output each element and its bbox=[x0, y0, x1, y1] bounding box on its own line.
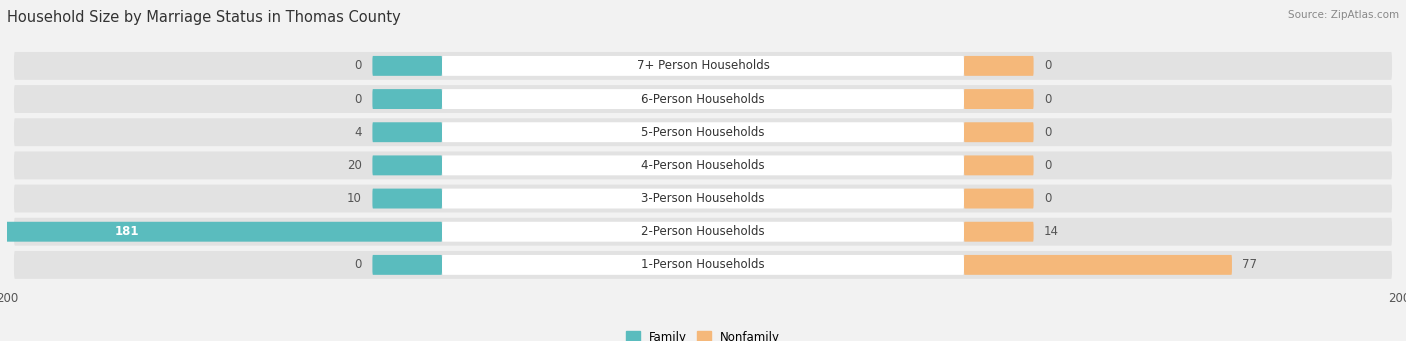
Text: 0: 0 bbox=[354, 59, 361, 72]
Text: 0: 0 bbox=[1045, 159, 1052, 172]
FancyBboxPatch shape bbox=[441, 222, 965, 242]
FancyBboxPatch shape bbox=[373, 189, 441, 208]
FancyBboxPatch shape bbox=[373, 255, 441, 275]
Text: 7+ Person Households: 7+ Person Households bbox=[637, 59, 769, 72]
FancyBboxPatch shape bbox=[14, 118, 1392, 146]
Text: 0: 0 bbox=[1045, 92, 1052, 106]
Text: 77: 77 bbox=[1243, 258, 1257, 271]
Text: 0: 0 bbox=[1045, 59, 1052, 72]
Text: 0: 0 bbox=[354, 92, 361, 106]
FancyBboxPatch shape bbox=[14, 85, 1392, 113]
FancyBboxPatch shape bbox=[14, 251, 1392, 279]
Text: 10: 10 bbox=[347, 192, 361, 205]
FancyBboxPatch shape bbox=[441, 155, 965, 175]
FancyBboxPatch shape bbox=[441, 122, 965, 142]
Text: 4-Person Households: 4-Person Households bbox=[641, 159, 765, 172]
FancyBboxPatch shape bbox=[373, 122, 441, 142]
Text: 181: 181 bbox=[115, 225, 139, 238]
FancyBboxPatch shape bbox=[14, 184, 1392, 212]
FancyBboxPatch shape bbox=[441, 189, 965, 208]
FancyBboxPatch shape bbox=[0, 222, 441, 242]
FancyBboxPatch shape bbox=[441, 255, 965, 275]
FancyBboxPatch shape bbox=[14, 52, 1392, 80]
Text: 3-Person Households: 3-Person Households bbox=[641, 192, 765, 205]
Text: 0: 0 bbox=[1045, 192, 1052, 205]
FancyBboxPatch shape bbox=[14, 218, 1392, 246]
Text: Source: ZipAtlas.com: Source: ZipAtlas.com bbox=[1288, 10, 1399, 20]
FancyBboxPatch shape bbox=[965, 255, 1232, 275]
FancyBboxPatch shape bbox=[965, 222, 1033, 242]
FancyBboxPatch shape bbox=[965, 122, 1033, 142]
Text: 20: 20 bbox=[347, 159, 361, 172]
Text: 4: 4 bbox=[354, 126, 361, 139]
Text: 1-Person Households: 1-Person Households bbox=[641, 258, 765, 271]
FancyBboxPatch shape bbox=[965, 89, 1033, 109]
Legend: Family, Nonfamily: Family, Nonfamily bbox=[621, 326, 785, 341]
FancyBboxPatch shape bbox=[14, 151, 1392, 179]
FancyBboxPatch shape bbox=[965, 189, 1033, 208]
FancyBboxPatch shape bbox=[965, 155, 1033, 175]
Text: 2-Person Households: 2-Person Households bbox=[641, 225, 765, 238]
FancyBboxPatch shape bbox=[373, 56, 441, 76]
Text: 6-Person Households: 6-Person Households bbox=[641, 92, 765, 106]
FancyBboxPatch shape bbox=[373, 155, 441, 175]
Text: 5-Person Households: 5-Person Households bbox=[641, 126, 765, 139]
Text: Household Size by Marriage Status in Thomas County: Household Size by Marriage Status in Tho… bbox=[7, 10, 401, 25]
Text: 14: 14 bbox=[1045, 225, 1059, 238]
FancyBboxPatch shape bbox=[965, 56, 1033, 76]
FancyBboxPatch shape bbox=[441, 89, 965, 109]
Text: 0: 0 bbox=[1045, 126, 1052, 139]
FancyBboxPatch shape bbox=[441, 56, 965, 76]
FancyBboxPatch shape bbox=[373, 89, 441, 109]
Text: 0: 0 bbox=[354, 258, 361, 271]
